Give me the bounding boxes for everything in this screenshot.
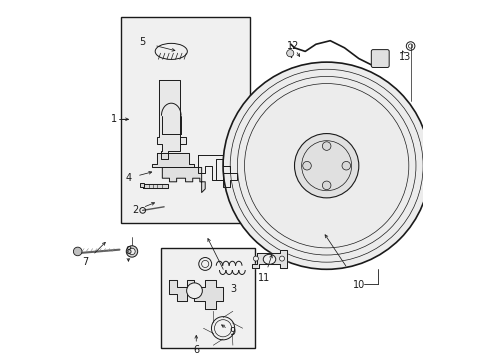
Bar (160, 248, 255, 348)
Circle shape (322, 142, 330, 150)
Circle shape (223, 62, 429, 269)
Circle shape (322, 181, 330, 190)
Text: 8: 8 (125, 247, 131, 256)
FancyBboxPatch shape (370, 50, 388, 67)
Text: 2: 2 (132, 205, 139, 215)
Circle shape (341, 161, 350, 170)
Polygon shape (162, 167, 205, 193)
Text: 10: 10 (352, 280, 364, 291)
Text: 1: 1 (111, 114, 117, 124)
Circle shape (439, 161, 448, 170)
Polygon shape (251, 249, 287, 267)
Ellipse shape (263, 254, 275, 264)
Polygon shape (142, 184, 167, 188)
Circle shape (302, 161, 311, 170)
Polygon shape (151, 153, 194, 167)
Circle shape (128, 248, 135, 255)
Text: 13: 13 (398, 52, 410, 62)
Text: 4: 4 (125, 173, 131, 183)
Text: 6: 6 (193, 345, 199, 355)
Polygon shape (157, 80, 185, 158)
Text: 3: 3 (229, 284, 236, 294)
Text: 9: 9 (228, 327, 235, 337)
Circle shape (73, 247, 82, 256)
Text: 12: 12 (286, 41, 298, 51)
Circle shape (253, 256, 258, 261)
Circle shape (286, 50, 293, 57)
Bar (121, 18, 249, 223)
Text: 7: 7 (82, 257, 88, 267)
Circle shape (279, 256, 284, 261)
Polygon shape (169, 280, 223, 309)
Text: 5: 5 (139, 37, 145, 48)
Circle shape (186, 283, 202, 298)
Bar (140, 183, 144, 187)
Text: 11: 11 (258, 273, 270, 283)
Circle shape (126, 246, 138, 257)
Circle shape (294, 134, 358, 198)
